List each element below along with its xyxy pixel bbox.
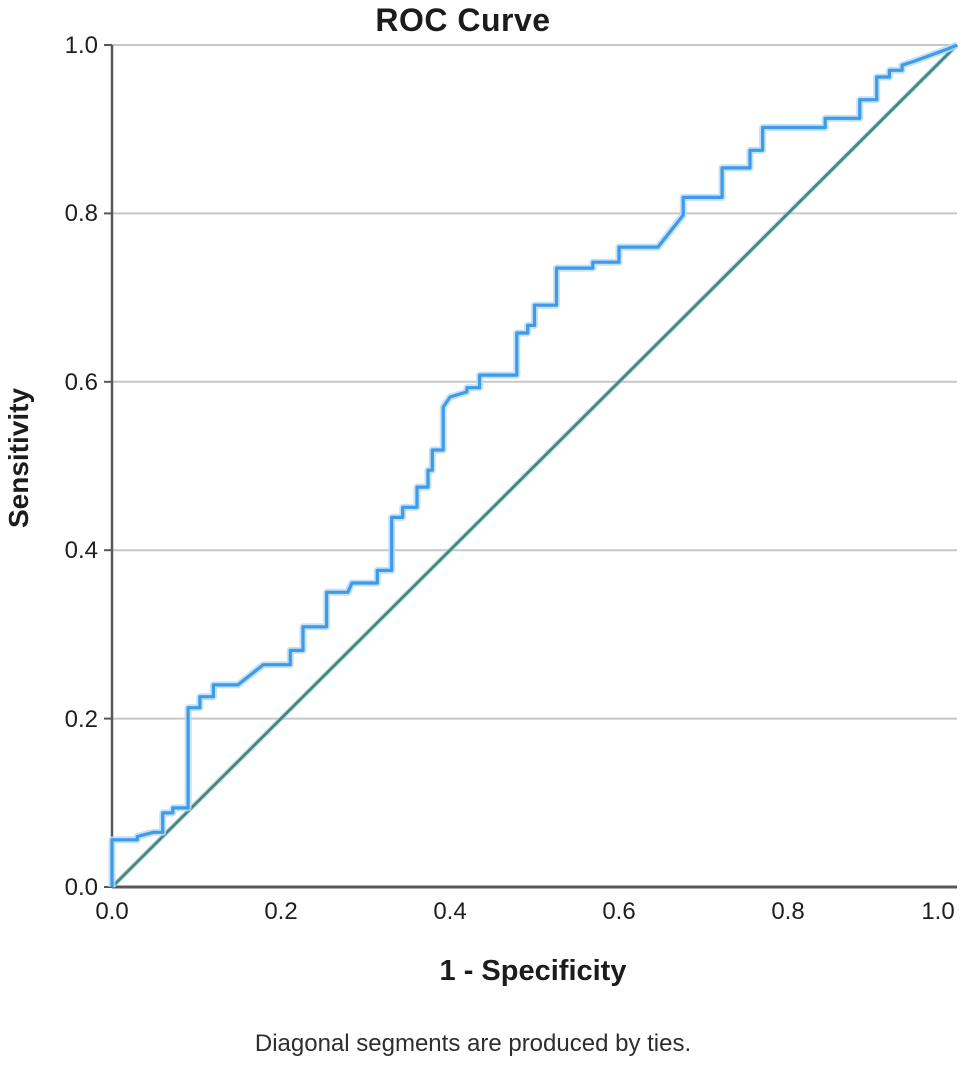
- x-tick-label: 0.8: [771, 898, 805, 925]
- x-tick-label: 1.0: [921, 898, 955, 925]
- y-tick-label: 0.2: [64, 705, 98, 733]
- x-tick-label: 0.6: [602, 898, 636, 925]
- x-tick-label: 0.0: [95, 898, 129, 925]
- x-axis-title: 1 - Specificity: [439, 955, 627, 987]
- y-tick-label: 0.0: [64, 874, 98, 901]
- chart-title: ROC Curve: [375, 2, 551, 38]
- y-tick-label: 0.4: [64, 537, 98, 565]
- y-tick-label: 0.6: [64, 368, 98, 396]
- roc-curve: [110, 43, 958, 887]
- x-tick-label: 0.4: [433, 898, 467, 925]
- reference-line: [111, 44, 958, 888]
- y-tick-label: 0.8: [64, 200, 98, 228]
- y-tick-label: 1.0: [64, 32, 98, 59]
- chart-footnote: Diagonal segments are produced by ties.: [254, 1030, 692, 1057]
- x-tick-label: 0.2: [264, 898, 298, 925]
